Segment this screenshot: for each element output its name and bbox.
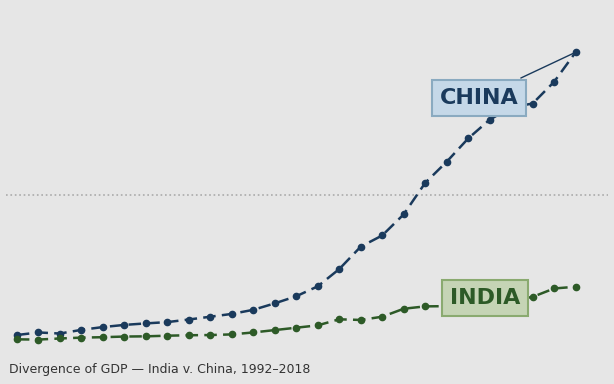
Text: Divergence of GDP — India v. China, 1992–2018: Divergence of GDP — India v. China, 1992…: [9, 363, 311, 376]
Text: INDIA: INDIA: [450, 288, 521, 308]
Text: CHINA: CHINA: [440, 53, 573, 108]
